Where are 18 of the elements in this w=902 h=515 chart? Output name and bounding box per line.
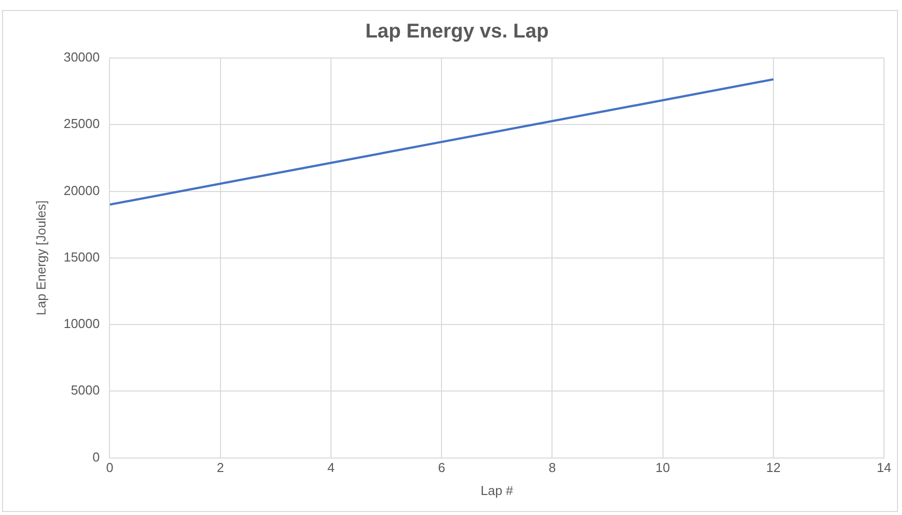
x-tick-label: 4 (327, 460, 335, 476)
x-axis-title: Lap # (480, 482, 514, 498)
y-tick-label: 0 (92, 449, 100, 464)
x-tick-label: 8 (548, 460, 556, 476)
chart-title: Lap Energy vs. Lap (365, 20, 549, 43)
x-tick-label: 10 (656, 460, 670, 476)
y-tick-label: 30000 (64, 50, 100, 65)
y-tick-label: 10000 (64, 316, 100, 332)
x-tick-label: 0 (106, 460, 114, 476)
y-tick-label: 5000 (70, 382, 100, 398)
x-tick-label: 2 (216, 460, 224, 476)
y-axis-title: Lap Energy [Joules] (33, 200, 48, 316)
x-tick-label: 6 (438, 460, 446, 476)
x-tick-label: 12 (766, 460, 781, 476)
x-tick-label: 14 (876, 460, 892, 476)
y-tick-label: 20000 (64, 182, 100, 198)
y-tick-label: 15000 (64, 249, 100, 264)
y-tick-label: 25000 (64, 116, 100, 132)
